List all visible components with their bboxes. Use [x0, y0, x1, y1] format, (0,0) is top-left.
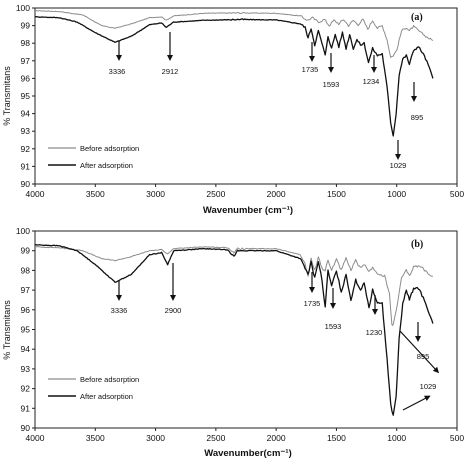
series-line-after-adsorption: [34, 244, 434, 416]
panel-b-x-ticks: 4000 3500 3000 2500 2000 1500 1000 500: [26, 428, 464, 443]
legend-label-after: After adsorption: [80, 161, 133, 170]
x-tick-label: 2500: [206, 433, 225, 443]
panel-a-series: [34, 9, 434, 137]
x-tick-label: 1500: [327, 433, 346, 443]
series-line-before-adsorption: [34, 9, 434, 58]
panel-b-y-ticks: 90 91 92 93 94 95 96 97 98 99 100: [16, 226, 35, 433]
peak-label: 2912: [162, 67, 179, 76]
peak-label: 2900: [165, 306, 182, 315]
peak-label: 1593: [325, 322, 342, 331]
peak-label: 895: [411, 113, 424, 122]
y-tick-label: 97: [21, 56, 31, 66]
series-line-before-adsorption: [34, 246, 433, 327]
series-line-after-adsorption: [34, 15, 434, 137]
y-tick-label: 90: [21, 423, 31, 433]
peak-label: 1029: [390, 161, 407, 170]
panel-a-tag: (a): [411, 12, 423, 23]
panel-a-y-axis-title: % Transmitans: [2, 66, 12, 126]
x-tick-label: 3500: [86, 189, 105, 199]
y-tick-label: 96: [21, 305, 31, 315]
x-tick-label: 2000: [267, 189, 286, 199]
x-tick-label: 500: [450, 433, 464, 443]
y-tick-label: 100: [16, 226, 30, 236]
panel-a: (a) 90 91 92 93 94 95 96 97 98 99 100 4000 3500 3000…: [2, 3, 464, 216]
panel-a-x-axis-title: Wavenumber (cm⁻¹): [203, 205, 293, 216]
x-tick-label: 1000: [387, 433, 406, 443]
x-tick-label: 3000: [146, 189, 165, 199]
y-tick-label: 93: [21, 126, 31, 136]
y-tick-label: 91: [21, 403, 31, 413]
panel-a-y-ticks: 90 91 92 93 94 95 96 97 98 99 100: [16, 3, 35, 189]
y-tick-label: 99: [21, 246, 31, 256]
panel-b-legend: Before adsorption After adsorption: [48, 375, 139, 401]
legend-label-before: Before adsorption: [80, 144, 139, 153]
y-tick-label: 92: [21, 384, 31, 394]
y-tick-label: 100: [16, 3, 30, 13]
panel-b-tag: (b): [411, 239, 423, 250]
panel-a-legend: Before adsorption After adsorption: [48, 144, 139, 170]
panel-b-y-axis-title: % Transmitans: [2, 300, 12, 360]
x-tick-label: 500: [450, 189, 464, 199]
y-tick-label: 90: [21, 179, 31, 189]
panel-b-x-axis-title: Wavenumber(cm⁻¹): [204, 448, 292, 459]
y-tick-label: 94: [21, 344, 31, 354]
x-tick-label: 2500: [206, 189, 225, 199]
peak-label: 3336: [109, 67, 126, 76]
y-tick-label: 97: [21, 285, 31, 295]
y-tick-label: 98: [21, 265, 31, 275]
x-tick-label: 1000: [387, 189, 406, 199]
panel-a-peak-annotations: 3336 2912 1735 1593 1234 895 1029: [109, 32, 424, 170]
panel-b-peak-annotations: 3336 2900 1735 1593 1230 895 1029: [111, 263, 440, 411]
x-tick-label: 4000: [26, 433, 45, 443]
legend-label-after: After adsorption: [80, 392, 133, 401]
x-tick-label: 1500: [327, 189, 346, 199]
panel-b-series: [34, 244, 434, 416]
y-tick-label: 96: [21, 73, 31, 83]
peak-label: 3336: [111, 306, 128, 315]
peak-label: 1029: [420, 382, 437, 391]
y-tick-label: 93: [21, 364, 31, 374]
x-tick-label: 3500: [86, 433, 105, 443]
peak-label: 1234: [363, 77, 380, 86]
y-tick-label: 91: [21, 161, 31, 171]
y-tick-label: 98: [21, 38, 31, 48]
peak-arrow: [399, 330, 440, 374]
legend-label-before: Before adsorption: [80, 375, 139, 384]
panel-b: (b) 90 91 92 93 94 95 96 97 98 99 100 4000 3500 3000…: [2, 226, 464, 459]
y-tick-label: 95: [21, 91, 31, 101]
peak-label: 1230: [366, 328, 383, 337]
y-tick-label: 94: [21, 109, 31, 119]
x-tick-label: 3000: [146, 433, 165, 443]
x-tick-label: 4000: [26, 189, 45, 199]
peak-arrow: [402, 395, 431, 411]
y-tick-label: 99: [21, 21, 31, 31]
peak-label: 1735: [302, 65, 319, 74]
y-tick-label: 95: [21, 325, 31, 335]
x-tick-label: 2000: [267, 433, 286, 443]
y-tick-label: 92: [21, 144, 31, 154]
peak-label: 1593: [323, 80, 340, 89]
peak-label: 1735: [304, 299, 321, 308]
panel-a-x-ticks: 4000 3500 3000 2500 2000 1500 1000 500: [26, 184, 464, 199]
